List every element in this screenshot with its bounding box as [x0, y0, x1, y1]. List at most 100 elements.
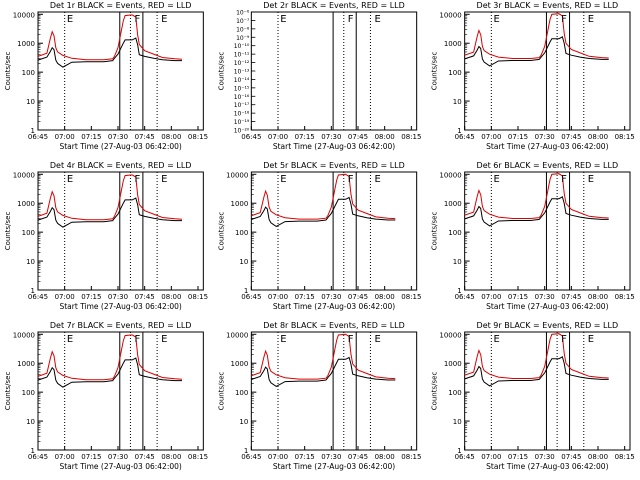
region-marker: E [161, 174, 167, 185]
y-tick-label: 10 [453, 98, 462, 106]
x-tick-label: 07:15 [295, 133, 315, 141]
plot-frame [464, 171, 631, 291]
x-axis-label: Start Time (27-Aug-03 06:42:00) [486, 142, 608, 151]
y-tick-label: 10 [26, 258, 35, 266]
y-tick-label: 1 [31, 287, 35, 295]
plot-frame [464, 11, 631, 131]
series-events [37, 37, 182, 68]
x-tick-label: 08:15 [401, 133, 421, 141]
x-tick-label: 07:00 [481, 453, 501, 461]
x-tick-label: 08:00 [161, 453, 181, 461]
region-marker: F [561, 14, 567, 25]
y-axis-label: Counts/sec [217, 372, 225, 411]
chart-title: Det 1r BLACK = Events, RED = LLD [50, 1, 192, 10]
y-axis-label: Counts/sec [431, 372, 439, 411]
plot-frame [250, 171, 418, 291]
x-tick-label: 07:00 [268, 453, 288, 461]
y-tick-label: 10 [453, 258, 462, 266]
y-tick-label: 1 [31, 447, 35, 455]
region-marker: E [374, 14, 380, 25]
y-tick-label: 10⁻⁷ [236, 18, 250, 25]
x-tick-label: 07:30 [535, 133, 555, 141]
x-tick-label: 07:15 [508, 453, 528, 461]
y-tick-label: 1000 [444, 200, 462, 208]
chart-title: Det 7r BLACK = Events, RED = LLD [50, 321, 192, 330]
y-tick-label: 1000 [231, 200, 249, 208]
x-tick-label: 07:30 [108, 133, 128, 141]
y-tick-label: 10 [26, 418, 35, 426]
x-tick-label: 08:00 [161, 293, 181, 301]
plot-frame [37, 331, 204, 451]
y-tick-label: 10⁻²⁰ [234, 128, 250, 135]
series-lld [251, 173, 396, 220]
series-events [464, 196, 609, 227]
y-tick-label: 10000 [226, 331, 248, 339]
y-axis-label: Counts/sec [217, 212, 225, 251]
chart-title: Det 6r BLACK = Events, RED = LLD [477, 161, 619, 170]
y-tick-label: 1000 [231, 360, 249, 368]
plot-frame [37, 171, 204, 291]
x-tick-label: 07:45 [561, 293, 581, 301]
region-marker: F [134, 334, 140, 345]
x-tick-label: 07:15 [81, 133, 101, 141]
chart-title: Det 8r BLACK = Events, RED = LLD [263, 321, 405, 330]
x-tick-label: 07:45 [135, 293, 155, 301]
y-tick-label: 10 [26, 98, 35, 106]
x-tick-label: 07:30 [321, 293, 341, 301]
x-tick-label: 07:00 [55, 133, 75, 141]
y-tick-label: 100 [235, 389, 248, 397]
chart-panel-2: Det 2r BLACK = Events, RED = LLD 10⁻⁶10⁻⁷… [217, 1, 421, 151]
plot-frame [37, 11, 204, 131]
y-tick-label: 1 [244, 287, 248, 295]
x-tick-label: 06:45 [28, 293, 48, 301]
series-lld [464, 173, 609, 219]
y-tick-label: 10 [239, 418, 248, 426]
region-marker: E [67, 174, 73, 185]
region-marker: E [494, 334, 500, 345]
chart-panel-7: Det 7r BLACK = Events, RED = LLD 1 10 100 10… [4, 321, 208, 471]
region-marker: F [134, 174, 140, 185]
region-marker: E [494, 174, 500, 185]
chart-panel-3: Det 3r BLACK = Events, RED = LLD 1 10 100 10… [431, 1, 635, 151]
y-tick-label: 10⁻¹⁶ [234, 94, 250, 101]
chart-title: Det 9r BLACK = Events, RED = LLD [477, 321, 619, 330]
y-tick-label: 10000 [226, 171, 248, 179]
x-tick-label: 08:00 [588, 293, 608, 301]
series-lld [464, 333, 609, 379]
chart-title: Det 2r BLACK = Events, RED = LLD [263, 1, 405, 10]
y-tick-label: 10 [453, 418, 462, 426]
x-tick-label: 07:15 [295, 453, 315, 461]
x-tick-label: 07:15 [81, 293, 101, 301]
chart-panel-9: Det 9r BLACK = Events, RED = LLD 1 10 100 10… [431, 321, 635, 471]
x-axis-label: Start Time (27-Aug-03 06:42:00) [59, 462, 181, 471]
y-tick-label: 10⁻¹³ [234, 69, 250, 76]
region-marker: F [561, 334, 567, 345]
x-tick-label: 06:45 [241, 293, 261, 301]
x-tick-label: 07:00 [268, 133, 288, 141]
y-tick-label: 10⁻¹⁵ [234, 85, 250, 92]
region-marker: E [588, 334, 594, 345]
y-tick-label: 1000 [17, 40, 35, 48]
y-tick-label: 1 [31, 127, 35, 135]
plot-frame [464, 331, 631, 451]
x-tick-label: 08:15 [401, 293, 421, 301]
y-tick-label: 100 [22, 229, 35, 237]
y-tick-label: 10⁻¹⁴ [234, 77, 250, 84]
series-events [251, 196, 396, 227]
x-tick-label: 07:00 [481, 293, 501, 301]
y-tick-label: 100 [448, 389, 461, 397]
region-marker: E [280, 174, 286, 185]
x-tick-label: 07:45 [561, 133, 581, 141]
x-axis-label: Start Time (27-Aug-03 06:42:00) [486, 302, 608, 311]
series-events [464, 356, 609, 387]
region-marker: E [374, 174, 380, 185]
x-tick-label: 07:00 [55, 453, 75, 461]
x-tick-label: 07:45 [135, 133, 155, 141]
region-marker: F [348, 174, 354, 185]
region-marker: F [348, 334, 354, 345]
y-tick-label: 1000 [444, 360, 462, 368]
x-tick-label: 07:30 [108, 293, 128, 301]
y-tick-label: 10⁻⁶ [236, 10, 250, 17]
region-marker: E [161, 14, 167, 25]
x-tick-label: 08:15 [188, 293, 208, 301]
